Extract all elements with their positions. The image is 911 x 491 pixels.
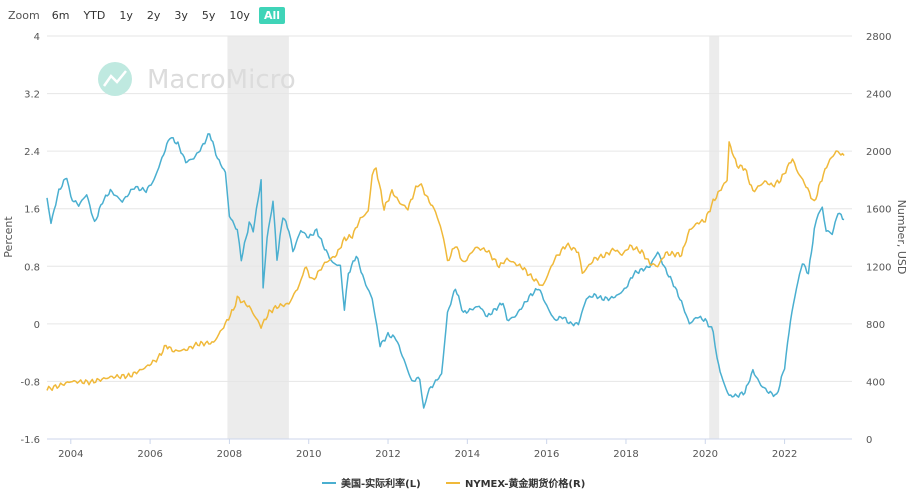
zoom-10y-button[interactable]: 10y	[229, 8, 250, 22]
y-right-tick-label: 1600	[866, 205, 891, 216]
legend-item-gold[interactable]: NYMEX-黄金期货价格(R)	[446, 477, 585, 490]
series-lines	[46, 133, 845, 409]
y-left-tick-label: 0.8	[24, 262, 40, 273]
right-axis-title: Number, USD	[895, 200, 908, 275]
y-right-tick-label: 0	[866, 435, 872, 446]
y-left-tick-label: -0.8	[20, 377, 40, 388]
y-right-tick-label: 800	[866, 320, 885, 331]
x-tick-label: 2018	[613, 449, 638, 460]
legend-label-gold: NYMEX-黄金期货价格(R)	[465, 477, 585, 490]
right-y-axis: 0 400 800 1200 1600 2000 2400 2800	[866, 32, 891, 446]
zoom-toolbar: Zoom 6m YTD 1y 2y 3y 5y 10y All	[8, 5, 289, 25]
zoom-1y-button[interactable]: 1y	[119, 8, 133, 22]
y-right-tick-label: 1200	[866, 262, 891, 273]
zoom-label: Zoom	[8, 8, 40, 22]
y-left-tick-label: 4	[34, 32, 40, 43]
zoom-2y-button[interactable]: 2y	[146, 8, 161, 22]
x-tick-label: 2016	[534, 449, 559, 460]
zoom-ytd-button[interactable]: YTD	[83, 8, 106, 22]
x-tick-label: 2022	[772, 449, 797, 460]
y-right-tick-label: 2400	[866, 90, 891, 101]
left-y-axis: -1.6 -0.8 0 0.8 1.6 2.4 3.2 4	[20, 32, 40, 446]
zoom-all-button[interactable]: All	[258, 6, 285, 24]
legend-label-real-rate: 美国-实际利率(L)	[341, 477, 421, 490]
x-tick-label: 2008	[217, 449, 242, 460]
y-left-tick-label: 0	[34, 320, 40, 331]
y-left-tick-label: 1.6	[24, 205, 40, 216]
zoom-3y-button[interactable]: 3y	[174, 8, 188, 22]
recession-band-0	[227, 36, 289, 439]
x-axis: 2004 2006 2008 2010 2012 2014 2016 2018 2020 2022	[47, 438, 852, 460]
y-left-tick-label: -1.6	[20, 435, 40, 446]
left-axis-title: Percent	[2, 216, 15, 258]
gridlines	[47, 35, 852, 440]
legend-item-real-rate[interactable]: 美国-实际利率(L)	[322, 477, 421, 490]
watermark-text: MacroMicro	[147, 65, 296, 95]
x-tick-label: 2020	[693, 449, 718, 460]
x-tick-label: 2014	[455, 449, 480, 460]
y-right-tick-label: 2000	[866, 147, 891, 158]
legend: 美国-实际利率(L) NYMEX-黄金期货价格(R)	[322, 477, 585, 490]
y-right-tick-label: 400	[866, 377, 885, 388]
x-tick-label: 2010	[296, 449, 321, 460]
watermark: MacroMicro	[98, 62, 296, 96]
recession-shading	[227, 36, 720, 439]
x-tick-label: 2004	[58, 449, 83, 460]
series-line-1	[46, 141, 845, 392]
y-left-tick-label: 2.4	[24, 147, 40, 158]
x-tick-label: 2006	[137, 449, 162, 460]
x-tick-label: 2012	[375, 449, 400, 460]
zoom-6m-button[interactable]: 6m	[51, 8, 70, 22]
watermark-chart-icon	[102, 70, 127, 87]
y-left-tick-label: 3.2	[24, 90, 40, 101]
y-right-tick-label: 2800	[866, 32, 891, 43]
recession-band-1	[709, 36, 720, 439]
series-line-0	[46, 133, 845, 409]
zoom-5y-button[interactable]: 5y	[201, 8, 216, 22]
